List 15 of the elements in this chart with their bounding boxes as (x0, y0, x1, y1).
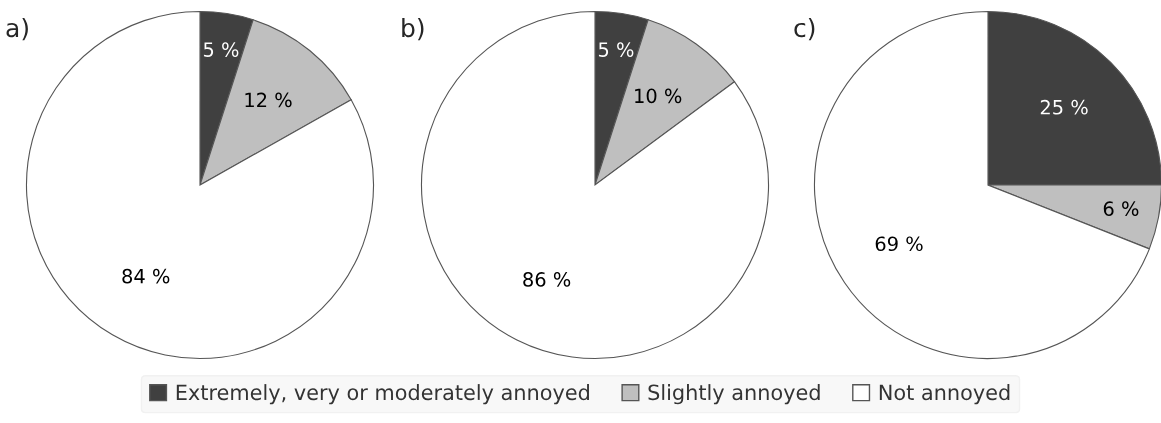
data-label: 69 % (875, 236, 923, 252)
legend-label: Extremely, very or moderately annoyed (176, 384, 589, 405)
chart-title: a) (6, 17, 28, 41)
data-label: 6 % (1103, 201, 1139, 216)
data-label: 5 % (598, 42, 634, 57)
data-label: 10 % (635, 88, 682, 104)
chart-title: b) (402, 17, 424, 41)
chart-title: c) (794, 17, 815, 41)
legend-label: Slightly annoyed (648, 384, 820, 405)
data-label: 12 % (245, 92, 292, 108)
data-label: 25 % (1040, 99, 1088, 115)
data-label: 5 % (203, 42, 239, 57)
legend-label: Not annoyed (879, 384, 1010, 405)
data-label: 84 % (122, 268, 170, 284)
data-label: 86 % (523, 272, 571, 287)
